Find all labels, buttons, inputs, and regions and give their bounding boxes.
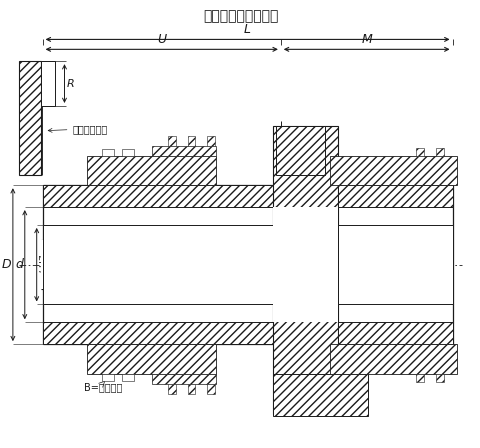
Bar <box>272 374 367 416</box>
Bar <box>338 322 452 344</box>
Bar <box>122 374 133 381</box>
Text: 空心軸套及脹盤尺寸: 空心軸套及脹盤尺寸 <box>203 9 278 24</box>
Text: D: D <box>1 258 11 271</box>
Bar <box>272 126 338 414</box>
Bar <box>415 147 423 155</box>
Bar <box>435 374 443 382</box>
Text: 減速機中心線: 減速機中心線 <box>282 185 291 215</box>
Bar <box>152 146 216 155</box>
Bar <box>435 147 443 155</box>
Bar <box>168 136 175 146</box>
Bar <box>87 344 216 374</box>
Bar <box>102 374 114 381</box>
Bar <box>207 136 215 146</box>
Bar <box>187 384 195 394</box>
Bar <box>43 322 280 344</box>
Text: B=張力螺釘: B=張力螺釘 <box>84 382 122 392</box>
Text: M: M <box>360 33 371 46</box>
Bar <box>19 61 41 175</box>
Bar <box>87 155 216 185</box>
Text: U: U <box>157 33 166 46</box>
Bar <box>338 185 452 207</box>
Bar <box>276 126 325 175</box>
Bar <box>43 225 280 304</box>
Bar <box>152 374 216 384</box>
Text: R: R <box>66 78 74 89</box>
Bar <box>338 225 452 304</box>
Text: $d_0$H7: $d_0$H7 <box>38 253 51 276</box>
Bar <box>41 240 72 289</box>
Bar <box>168 384 175 394</box>
Bar <box>272 207 338 322</box>
Text: d: d <box>15 258 23 271</box>
Bar <box>187 136 195 146</box>
Text: 扭力扳手空間: 扭力扳手空間 <box>48 124 108 134</box>
Bar <box>122 149 133 155</box>
Bar <box>41 61 54 106</box>
Bar <box>330 155 456 185</box>
Text: L: L <box>243 23 251 36</box>
Text: 脹盤聯接: 脹盤聯接 <box>150 160 192 171</box>
Bar <box>207 384 215 394</box>
Bar <box>330 344 456 374</box>
Bar <box>415 374 423 382</box>
Bar <box>102 149 114 155</box>
Bar <box>43 185 280 207</box>
